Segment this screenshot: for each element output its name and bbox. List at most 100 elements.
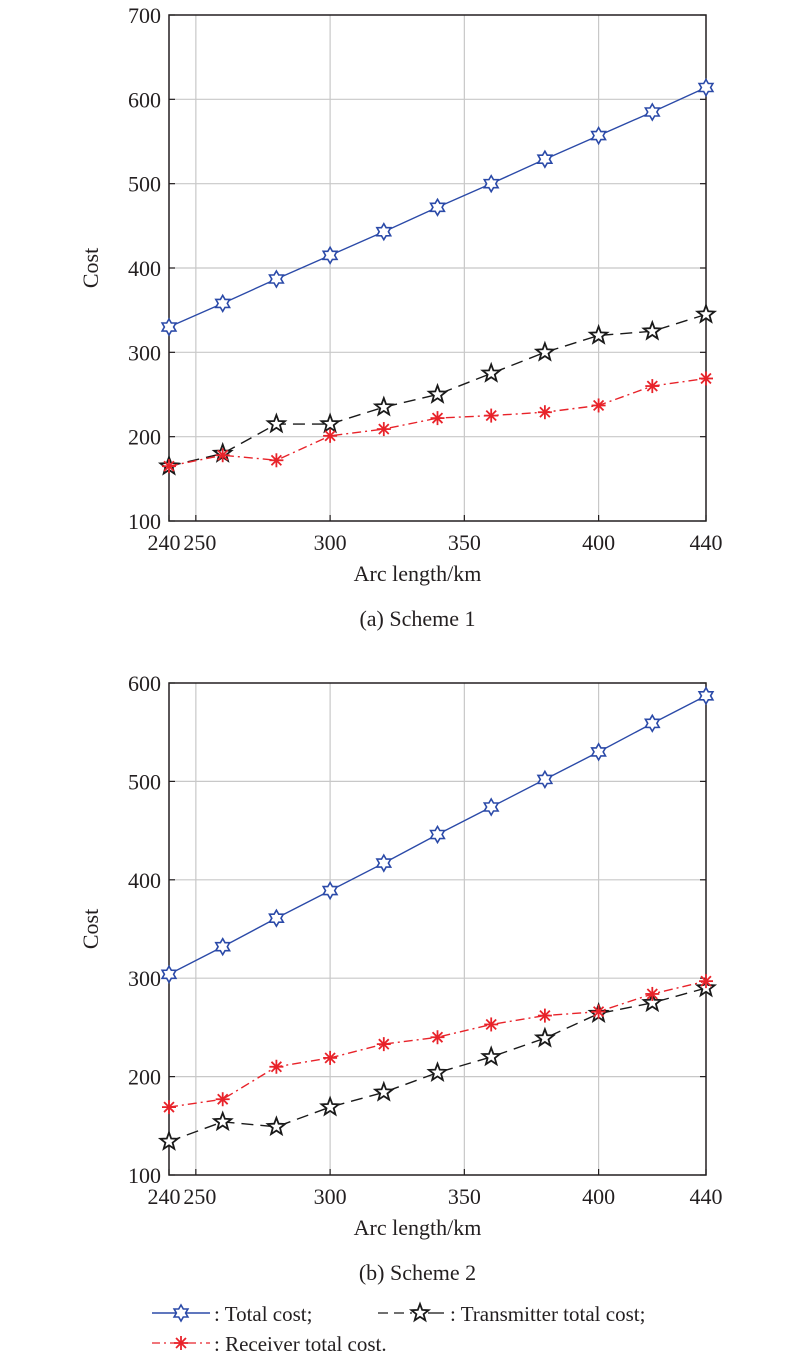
x-tick-label: 240 (148, 530, 181, 555)
data-point-transmitter (587, 323, 610, 345)
data-point-total (536, 769, 554, 789)
data-point-total (536, 149, 554, 169)
data-point-receiver (162, 1100, 176, 1115)
data-point-total (160, 317, 178, 337)
y-tick-label: 200 (128, 425, 161, 450)
y-tick-label: 400 (128, 256, 161, 281)
x-tick-label: 240 (148, 1184, 181, 1209)
y-tick-label: 400 (128, 868, 161, 893)
data-point-receiver (645, 986, 660, 1001)
y-tick-label: 100 (128, 509, 161, 534)
data-point-transmitter (533, 340, 556, 362)
data-point-transmitter (157, 1129, 181, 1151)
data-point-transmitter (211, 1110, 234, 1132)
x-tick-label: 350 (448, 530, 481, 555)
y-tick-label: 500 (128, 172, 161, 197)
data-point-total (375, 222, 393, 242)
data-point-total (590, 742, 607, 762)
data-point-total (268, 269, 285, 289)
data-point-receiver (430, 1030, 445, 1045)
data-point-transmitter (641, 319, 664, 341)
data-point-transmitter (480, 361, 503, 383)
legend-transmitter-label: : Transmitter total cost; (450, 1302, 645, 1326)
x-tick-label: 440 (690, 1184, 723, 1209)
legend-transmitter-marker (408, 1301, 432, 1323)
data-point-receiver (484, 1017, 499, 1032)
data-point-total (644, 713, 661, 733)
data-point-transmitter (641, 991, 664, 1013)
data-point-total (214, 937, 231, 957)
x-tick-label: 250 (183, 530, 216, 555)
y-tick-label: 300 (128, 340, 161, 365)
y-tick-label: 300 (128, 966, 161, 991)
data-point-total (697, 686, 715, 706)
subplot-caption: (b) Scheme 2 (359, 1260, 476, 1285)
y-tick-label: 100 (128, 1163, 161, 1188)
y-tick-label: 200 (128, 1065, 161, 1090)
data-point-receiver (537, 1008, 552, 1023)
data-point-total (697, 77, 715, 98)
data-point-total (590, 125, 607, 146)
data-point-receiver (699, 371, 713, 386)
axes-box (168, 682, 707, 1176)
data-point-transmitter (372, 1080, 395, 1102)
data-point-receiver (215, 448, 230, 463)
data-point-receiver (269, 1059, 284, 1074)
data-point-transmitter (426, 382, 449, 404)
data-point-receiver (591, 398, 606, 413)
series-line-receiver (168, 377, 707, 467)
data-point-transmitter (426, 1061, 449, 1082)
data-point-total (160, 964, 178, 984)
data-point-receiver (269, 453, 284, 468)
x-tick-label: 440 (690, 530, 723, 555)
data-point-transmitter (265, 1115, 288, 1137)
data-point-receiver (162, 459, 176, 474)
series-line-transmitter (168, 313, 707, 467)
legend-total-marker (172, 1303, 190, 1323)
data-point-total (214, 293, 231, 314)
data-point-transmitter (319, 1095, 342, 1117)
data-point-transmitter (372, 395, 395, 417)
data-point-receiver (323, 1050, 338, 1065)
x-tick-label: 400 (582, 530, 615, 555)
plot-2: 240 250 300 350 400 440 100 200 300 400 500 600 Arc … (78, 671, 723, 1285)
legend-total-label: : Total cost; (214, 1302, 312, 1326)
data-point-receiver (645, 379, 660, 394)
x-axis-label: Arc length/km (354, 1215, 482, 1240)
legend-transmitter-pentagram-icon (408, 1301, 432, 1323)
data-point-transmitter (319, 412, 342, 434)
data-point-receiver (699, 974, 713, 989)
legend-receiver-label: : Receiver total cost. (214, 1332, 387, 1356)
x-tick-label: 250 (183, 1184, 216, 1209)
data-point-receiver (484, 408, 499, 423)
y-tick-label: 600 (128, 87, 161, 112)
data-point-total (482, 797, 500, 817)
data-point-transmitter (533, 1026, 556, 1048)
x-tick-label: 350 (448, 1184, 481, 1209)
data-point-transmitter (265, 412, 288, 434)
data-point-receiver (376, 422, 391, 437)
data-point-total (429, 824, 446, 845)
x-tick-label: 300 (314, 1184, 347, 1209)
x-tick-label: 300 (314, 530, 347, 555)
data-point-total (429, 197, 446, 217)
data-point-receiver (591, 1004, 606, 1019)
y-tick-label: 700 (128, 3, 161, 28)
x-axis-label: Arc length/km (354, 561, 482, 586)
plot-1: 240 250 300 350 400 440 100 200 300 400 500 600 700 A… (78, 3, 723, 631)
data-point-receiver (430, 411, 445, 426)
data-point-total (321, 880, 339, 901)
data-point-receiver (376, 1037, 391, 1052)
legend: : Total cost; : Transmitter total cost; … (152, 1301, 645, 1356)
subplot-caption: (a) Scheme 1 (359, 606, 475, 631)
y-tick-label: 500 (128, 769, 161, 794)
data-point-transmitter (694, 302, 718, 324)
data-point-receiver (537, 405, 552, 420)
series-line-receiver (168, 980, 707, 1108)
data-point-total (321, 245, 339, 265)
data-point-total (482, 174, 500, 194)
y-axis-label: Cost (78, 909, 103, 949)
data-point-receiver (215, 1092, 230, 1107)
legend-receiver-asterisk-icon (174, 1336, 188, 1350)
